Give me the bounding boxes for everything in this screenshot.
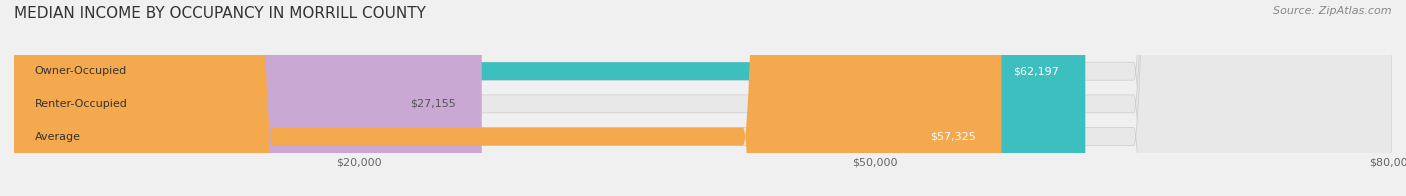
Text: $57,325: $57,325 <box>929 132 976 142</box>
Text: Owner-Occupied: Owner-Occupied <box>35 66 127 76</box>
Text: Renter-Occupied: Renter-Occupied <box>35 99 128 109</box>
FancyBboxPatch shape <box>14 0 1392 196</box>
Text: $27,155: $27,155 <box>411 99 456 109</box>
Text: $62,197: $62,197 <box>1014 66 1060 76</box>
FancyBboxPatch shape <box>14 0 1392 196</box>
FancyBboxPatch shape <box>14 0 482 196</box>
FancyBboxPatch shape <box>14 0 1392 196</box>
Text: Source: ZipAtlas.com: Source: ZipAtlas.com <box>1274 6 1392 16</box>
FancyBboxPatch shape <box>14 0 1001 196</box>
Text: Average: Average <box>35 132 80 142</box>
Text: MEDIAN INCOME BY OCCUPANCY IN MORRILL COUNTY: MEDIAN INCOME BY OCCUPANCY IN MORRILL CO… <box>14 6 426 21</box>
FancyBboxPatch shape <box>14 0 1085 196</box>
